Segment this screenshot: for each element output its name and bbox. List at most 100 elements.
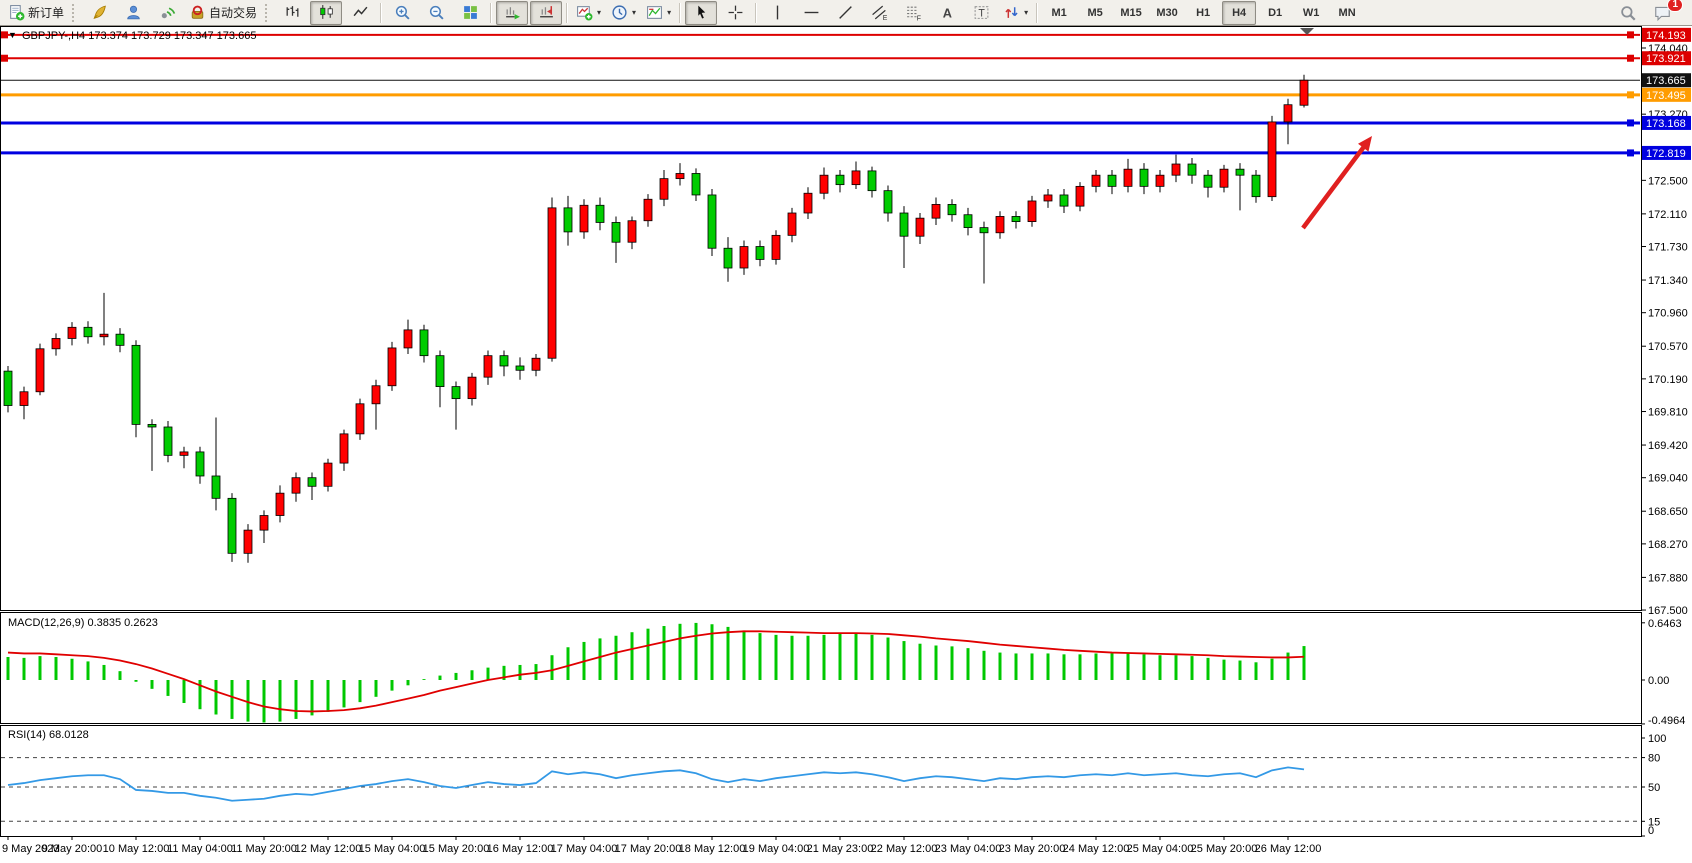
candle-body [323, 462, 333, 487]
time-tick-label: 18 May 12:00 [679, 843, 746, 855]
rsi-axis-label: 0 [1648, 825, 1654, 837]
timeframe-m15-button[interactable]: M15 [1120, 6, 1142, 19]
time-tick-label: 15 May 20:00 [423, 843, 490, 855]
notification-badge[interactable]: 1 [1667, 0, 1683, 12]
new-order-button[interactable]: 新订单 [4, 1, 68, 25]
candle-body [179, 451, 189, 456]
signals-icon [161, 7, 175, 19]
chevron-down-icon[interactable]: ▾ [1024, 8, 1029, 17]
candle-body [1267, 121, 1277, 198]
time-tick-label: 11 May 20:00 [231, 843, 297, 855]
macd-indicator-label: MACD(12,26,9) 0.3835 0.2623 [8, 617, 158, 629]
line-handle[interactable] [1627, 31, 1634, 39]
timeframe-mn-button[interactable]: MN [1338, 6, 1356, 19]
price-tick-label: 172.500 [1648, 175, 1688, 187]
candle-body [579, 204, 589, 233]
horizontal-line-button[interactable] [795, 1, 827, 25]
price-tick-label: 168.270 [1648, 539, 1688, 551]
timeframe-m1-button[interactable]: M1 [1051, 6, 1067, 19]
chart-shift-button[interactable] [530, 0, 563, 25]
arrow-shaft[interactable] [1301, 142, 1368, 230]
trendline-button[interactable] [829, 1, 861, 25]
svg-text:F: F [916, 15, 920, 21]
autotrading-label: 自动交易 [209, 6, 258, 20]
profile-button[interactable] [117, 1, 149, 25]
zoom-in-button[interactable] [386, 1, 418, 25]
price-label-chip [1642, 51, 1691, 66]
candlestick-chart-button[interactable] [310, 0, 343, 25]
price-chart[interactable]: 174.040173.270172.500172.110171.730171.3… [0, 26, 1692, 863]
toolbar-separator [755, 2, 758, 23]
signals-button[interactable] [151, 1, 183, 25]
price-axis[interactable]: 174.040173.270172.500172.110171.730171.3… [1641, 43, 1688, 617]
candle-body [3, 370, 13, 406]
text-button[interactable]: A [931, 1, 963, 25]
zoom-out-button[interactable] [420, 1, 452, 25]
timeframe-m30-button[interactable]: M30 [1156, 6, 1178, 19]
channel-button[interactable]: E [863, 1, 895, 25]
price-label-text: 174.193 [1646, 30, 1686, 42]
arrow-head[interactable] [1358, 136, 1372, 152]
line-chart-button[interactable] [344, 1, 376, 25]
candle-body [1091, 174, 1101, 187]
channel-icon: E [871, 5, 887, 21]
line-handle[interactable] [1, 54, 8, 62]
candle-body [259, 515, 269, 531]
search-button[interactable] [1612, 1, 1644, 25]
text-label-button[interactable]: T [965, 1, 997, 25]
chevron-down-icon[interactable]: ▾ [667, 8, 672, 17]
time-tick-label: 16 May 12:00 [487, 843, 554, 855]
metaeditor-button[interactable] [83, 1, 115, 25]
candle-body [515, 365, 525, 371]
search-icon [1621, 5, 1636, 21]
timeframe-m5-button[interactable]: M5 [1087, 6, 1103, 19]
candle-body [67, 326, 77, 339]
chart-shift-marker[interactable] [1300, 28, 1314, 35]
bar-chart-button[interactable] [276, 1, 308, 25]
line-handle[interactable] [1627, 54, 1634, 62]
price-tick-label: 170.960 [1648, 308, 1688, 320]
time-tick-label: 23 May 20:00 [999, 843, 1066, 855]
candles [3, 74, 1309, 563]
timeframe-h1-button[interactable]: H1 [1196, 6, 1211, 19]
periods-button[interactable]: ▾ [607, 1, 640, 25]
autotrading-button[interactable]: 自动交易 [185, 1, 261, 25]
line-handle[interactable] [1627, 91, 1634, 99]
timeframe-w1-button[interactable]: W1 [1302, 6, 1320, 19]
macd-panel: 0.6463 0.00 -0.4964 [6, 618, 1685, 727]
chevron-down-icon[interactable]: ▾ [632, 8, 637, 17]
templates-button[interactable]: ▾ [642, 1, 675, 25]
candle-body [1123, 168, 1133, 187]
time-tick-label: 15 May 04:00 [359, 843, 426, 855]
cursor-button[interactable] [685, 0, 718, 25]
symbol-dropdown-icon[interactable]: ▼ [8, 30, 17, 40]
crosshair-button[interactable] [719, 1, 751, 25]
macd-axis-label: -0.4964 [1648, 715, 1685, 727]
candle-body [387, 347, 397, 387]
candle-body [643, 198, 653, 222]
timeframe-h4-button[interactable]: H4 [1222, 0, 1257, 25]
chevron-down-icon[interactable]: ▾ [597, 8, 602, 17]
candle-body [787, 212, 797, 236]
price-label-chip [1642, 73, 1691, 88]
arrow-object[interactable] [1301, 136, 1372, 230]
arrows-button[interactable]: ▾ [999, 1, 1032, 25]
fibonacci-button[interactable]: F [897, 1, 929, 25]
candle-body [435, 355, 445, 388]
tile-windows-button[interactable] [454, 1, 486, 25]
candle-body [1235, 168, 1245, 176]
line-handle[interactable] [1, 31, 8, 39]
timeframe-d1-button[interactable]: D1 [1268, 6, 1283, 19]
price-tick-label: 170.570 [1648, 341, 1688, 353]
vertical-line-button[interactable] [761, 1, 793, 25]
candle-body [995, 216, 1005, 234]
time-tick-label: 9 May 20:00 [42, 843, 103, 855]
line-handle[interactable] [1627, 149, 1634, 157]
chat-button[interactable]: 1 [1646, 0, 1683, 25]
auto-scroll-button[interactable] [496, 0, 529, 25]
line-objects[interactable] [1, 31, 1640, 157]
candle-body [723, 247, 733, 269]
indicators-button[interactable]: ▾ [572, 1, 605, 25]
line-handle[interactable] [1627, 119, 1634, 127]
